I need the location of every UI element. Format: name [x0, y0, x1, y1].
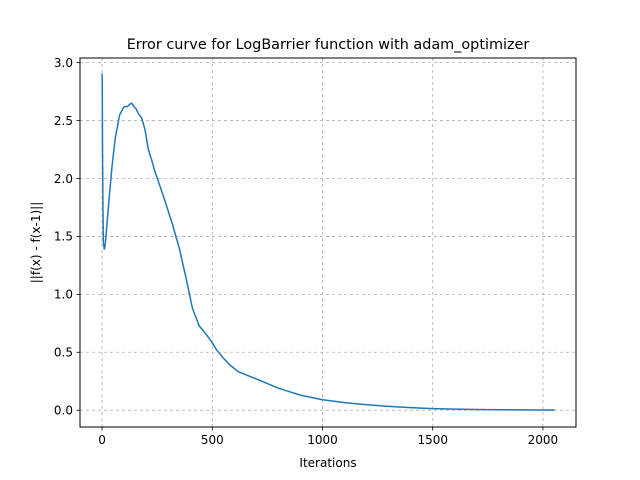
- y-tick-label: 0.0: [54, 404, 73, 418]
- x-axis-label: Iterations: [299, 456, 356, 470]
- x-tick-label: 2000: [528, 433, 559, 447]
- y-tick-label: 2.5: [54, 114, 73, 128]
- chart-title: Error curve for LogBarrier function with…: [127, 37, 530, 53]
- grid: [80, 58, 576, 427]
- y-axis-label: ||f(x) - f(x-1)||: [29, 202, 43, 283]
- y-tick-label: 3.0: [54, 56, 73, 70]
- series-layer: [101, 73, 555, 411]
- y-tick-label: 1.5: [54, 230, 73, 244]
- series-line: [101, 73, 555, 411]
- y-tick-label: 2.0: [54, 172, 73, 186]
- x-tick-label: 1500: [417, 433, 448, 447]
- ticks: 0 500 1000 1500 2000 0.0 0.5 1.0 1.5 2.0 2.5 3.0: [54, 56, 558, 447]
- y-tick-label: 0.5: [54, 346, 73, 360]
- y-tick-label: 1.0: [54, 288, 73, 302]
- x-tick-label: 1000: [307, 433, 338, 447]
- plot-frame: [79, 57, 577, 428]
- x-tick-label: 0: [98, 433, 106, 447]
- x-tick-label: 500: [201, 433, 224, 447]
